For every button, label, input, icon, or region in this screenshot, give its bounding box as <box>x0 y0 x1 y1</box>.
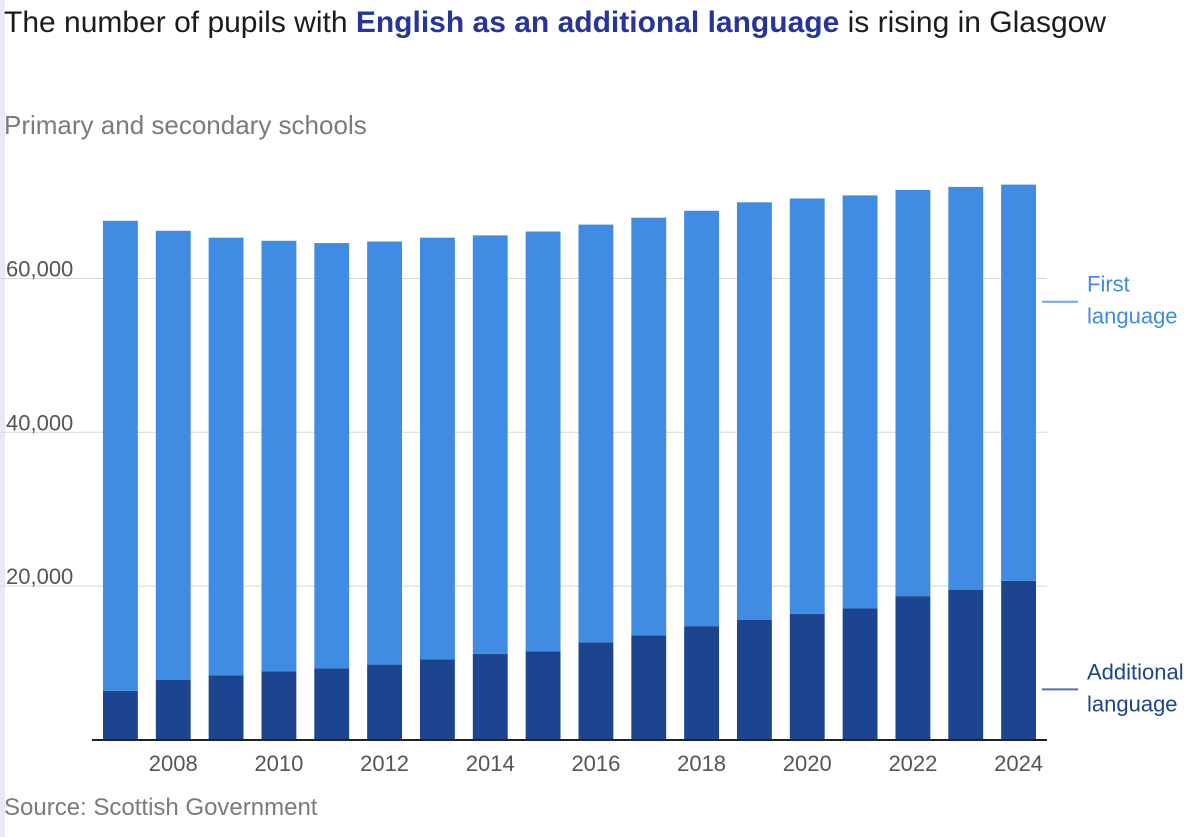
y-tick-label: 20,000 <box>6 564 73 589</box>
x-tick-label: 2010 <box>254 751 303 776</box>
x-tick-label: 2022 <box>888 751 937 776</box>
bar-additional-language <box>1001 580 1037 740</box>
bar-first-language <box>102 220 138 691</box>
bar-first-language <box>472 235 508 654</box>
bar-first-language <box>419 237 455 660</box>
title-text-start: The number of pupils with <box>4 6 356 39</box>
chart-title: The number of pupils with English as an … <box>4 2 1184 44</box>
bar-first-language <box>314 243 350 669</box>
x-tick-label: 2008 <box>149 751 198 776</box>
bar-additional-language <box>419 659 455 740</box>
bar-additional-language <box>102 690 138 740</box>
bar-additional-language <box>842 608 878 740</box>
bar-first-language <box>631 217 667 636</box>
y-tick-label: 60,000 <box>6 256 73 281</box>
bar-additional-language <box>155 680 191 740</box>
y-tick-label: 40,000 <box>6 410 73 435</box>
x-tick-label: 2024 <box>994 751 1043 776</box>
legend-label-additional-language: Additional <box>1087 659 1184 684</box>
bar-first-language <box>367 241 403 665</box>
bar-additional-language <box>631 635 667 740</box>
bar-first-language <box>261 240 297 672</box>
bar-additional-language <box>525 651 561 740</box>
legend-label-first-language: First <box>1087 272 1130 297</box>
legend-label-additional-language: language <box>1087 691 1178 716</box>
bar-additional-language <box>314 668 350 740</box>
bar-additional-language <box>684 626 720 740</box>
bar-first-language <box>842 195 878 609</box>
bar-first-language <box>208 237 244 676</box>
source-note: Source: Scottish Government <box>4 794 318 821</box>
bar-additional-language <box>367 664 403 740</box>
title-highlight: English as an additional language <box>355 6 840 39</box>
bar-first-language <box>948 186 984 590</box>
bar-first-language <box>1001 184 1037 581</box>
bar-first-language <box>525 231 561 652</box>
bar-additional-language <box>261 671 297 740</box>
bar-additional-language <box>789 613 825 740</box>
title-text-end: is rising in Glasgow <box>839 6 1107 39</box>
bar-first-language <box>684 210 720 627</box>
bar-additional-language <box>208 675 244 740</box>
bar-first-language <box>789 198 825 614</box>
chart-subtitle: Primary and secondary schools <box>4 110 367 140</box>
bar-first-language <box>155 230 191 680</box>
x-tick-label: 2018 <box>677 751 726 776</box>
bar-additional-language <box>736 620 772 740</box>
x-tick-label: 2012 <box>360 751 409 776</box>
x-tick-label: 2020 <box>783 751 832 776</box>
left-accent-rule <box>0 0 5 837</box>
bar-first-language <box>736 202 772 621</box>
bar-additional-language <box>472 653 508 740</box>
x-tick-label: 2016 <box>571 751 620 776</box>
bar-additional-language <box>578 642 614 740</box>
bar-additional-language <box>948 590 984 740</box>
legend-label-first-language: language <box>1087 304 1178 329</box>
x-tick-label: 2014 <box>466 751 515 776</box>
bar-first-language <box>578 224 614 643</box>
bar-additional-language <box>895 596 931 740</box>
bar-first-language <box>895 190 931 597</box>
